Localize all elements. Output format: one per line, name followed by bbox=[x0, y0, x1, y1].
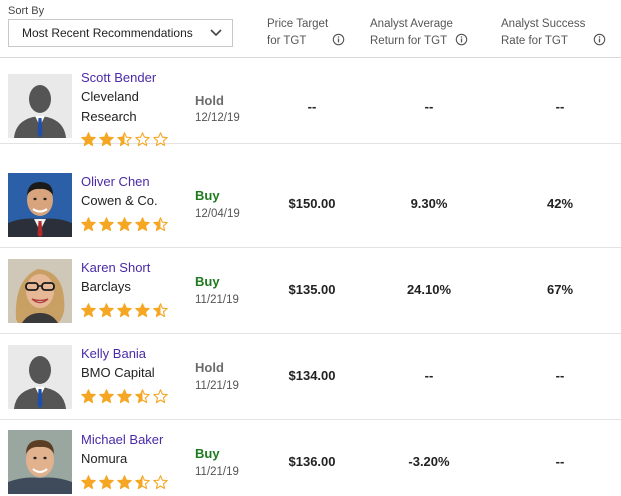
star-rating bbox=[81, 475, 168, 491]
avatar[interactable] bbox=[8, 345, 72, 409]
star-full-icon bbox=[117, 389, 132, 404]
analyst-photo bbox=[8, 259, 72, 323]
rating-label: Buy bbox=[195, 188, 220, 203]
avg-return-value: -- bbox=[424, 368, 434, 383]
star-full-icon bbox=[135, 217, 150, 232]
price-target-value: $134.00 bbox=[288, 368, 336, 383]
column-header-line: Rate for TGT bbox=[501, 35, 568, 47]
avg-return-value: -3.20% bbox=[408, 454, 450, 469]
analyst-firm: Cowen & Co. bbox=[81, 193, 158, 208]
column-header-success-rate: Analyst Success Rate for TGT bbox=[501, 16, 606, 50]
avatar[interactable] bbox=[8, 430, 72, 494]
avg-return-value: 24.10% bbox=[406, 282, 452, 297]
star-full-icon bbox=[81, 475, 96, 490]
info-icon[interactable] bbox=[332, 33, 345, 46]
star-half-icon bbox=[135, 475, 150, 490]
rating-date: 11/21/19 bbox=[195, 466, 239, 478]
analyst-name-link[interactable]: Karen Short bbox=[81, 260, 151, 275]
info-icon[interactable] bbox=[593, 33, 606, 46]
star-rating bbox=[81, 217, 168, 233]
table-row: Oliver Chen Cowen & Co. Buy 12/04/19 $15… bbox=[0, 162, 621, 248]
analyst-name-link[interactable]: Michael Baker bbox=[81, 432, 164, 447]
star-full-icon bbox=[117, 475, 132, 490]
analyst-firm: Barclays bbox=[81, 279, 131, 294]
star-rating bbox=[81, 389, 168, 405]
analyst-firm: BMO Capital bbox=[81, 365, 155, 380]
star-full-icon bbox=[99, 389, 114, 404]
rating-date: 11/21/19 bbox=[195, 294, 239, 306]
star-empty-icon bbox=[153, 389, 168, 404]
rating-date: 12/04/19 bbox=[195, 208, 240, 220]
star-rating bbox=[81, 132, 168, 148]
analyst-firm: Nomura bbox=[81, 451, 128, 466]
success-rate-value: -- bbox=[555, 99, 565, 114]
price-target-value: $150.00 bbox=[288, 196, 336, 211]
price-target-value: $136.00 bbox=[288, 454, 336, 469]
avatar[interactable] bbox=[8, 173, 72, 237]
chevron-down-icon bbox=[210, 29, 222, 37]
analyst-name-link[interactable]: Scott Bender bbox=[81, 70, 157, 85]
analyst-firm: Research bbox=[81, 109, 137, 124]
sort-label: Sort By bbox=[8, 5, 45, 17]
star-empty-icon bbox=[153, 132, 168, 147]
star-full-icon bbox=[135, 303, 150, 318]
price-target-value: $135.00 bbox=[288, 282, 336, 297]
star-half-icon bbox=[153, 303, 168, 318]
star-full-icon bbox=[81, 217, 96, 232]
success-rate-value: -- bbox=[555, 368, 565, 383]
analyst-name-link[interactable]: Oliver Chen bbox=[81, 174, 150, 189]
star-full-icon bbox=[99, 217, 114, 232]
column-header-line: Analyst Success bbox=[501, 18, 586, 30]
table-row: Kelly Bania BMO Capital Hold 11/21/19 $1… bbox=[0, 334, 621, 420]
column-header-price-target: Price Target for TGT bbox=[267, 16, 345, 50]
star-full-icon bbox=[117, 303, 132, 318]
column-header-line: for TGT bbox=[267, 35, 307, 47]
star-full-icon bbox=[81, 389, 96, 404]
analyst-name-link[interactable]: Kelly Bania bbox=[81, 346, 147, 361]
avatar[interactable] bbox=[8, 74, 72, 138]
rating-label: Buy bbox=[195, 274, 220, 289]
star-full-icon bbox=[99, 303, 114, 318]
rating-date: 12/12/19 bbox=[195, 112, 240, 124]
star-full-icon bbox=[81, 303, 96, 318]
analyst-photo bbox=[8, 173, 72, 237]
success-rate-value: -- bbox=[555, 454, 565, 469]
table-row: Michael Baker Nomura Buy 11/21/19 $136.0… bbox=[0, 420, 621, 496]
rating-date: 11/21/19 bbox=[195, 380, 239, 392]
table-header: Sort By Most Recent Recommendations Pric… bbox=[0, 0, 621, 58]
column-header-line: Return for TGT bbox=[370, 35, 448, 47]
star-full-icon bbox=[81, 132, 96, 147]
star-full-icon bbox=[99, 475, 114, 490]
avatar[interactable] bbox=[8, 259, 72, 323]
analyst-photo bbox=[8, 430, 72, 494]
rating-label: Hold bbox=[195, 360, 224, 375]
price-target-value: -- bbox=[307, 99, 317, 114]
star-empty-icon bbox=[135, 132, 150, 147]
info-icon[interactable] bbox=[455, 33, 468, 46]
star-empty-icon bbox=[153, 475, 168, 490]
table-row: Scott Bender Cleveland Research Hold 12/… bbox=[0, 58, 621, 147]
sort-value: Most Recent Recommendations bbox=[22, 26, 193, 40]
rating-label: Hold bbox=[195, 93, 224, 108]
table-row: Karen Short Barclays Buy 11/21/19 $135.0… bbox=[0, 248, 621, 334]
avg-return-value: -- bbox=[424, 99, 434, 114]
star-half-icon bbox=[117, 132, 132, 147]
column-header-avg-return: Analyst Average Return for TGT bbox=[370, 16, 468, 50]
star-rating bbox=[81, 303, 168, 319]
star-half-icon bbox=[153, 217, 168, 232]
column-header-line: Analyst Average bbox=[370, 18, 453, 30]
success-rate-value: 67% bbox=[546, 282, 574, 297]
placeholder-silhouette-icon bbox=[8, 345, 72, 409]
star-full-icon bbox=[117, 217, 132, 232]
rating-label: Buy bbox=[195, 446, 220, 461]
success-rate-value: 42% bbox=[546, 196, 574, 211]
avg-return-value: 9.30% bbox=[410, 196, 448, 211]
star-half-icon bbox=[135, 389, 150, 404]
analyst-firm: Cleveland bbox=[81, 89, 139, 104]
sort-dropdown[interactable]: Most Recent Recommendations bbox=[8, 19, 233, 47]
column-header-line: Price Target bbox=[267, 18, 329, 30]
star-full-icon bbox=[99, 132, 114, 147]
placeholder-silhouette-icon bbox=[8, 74, 72, 138]
